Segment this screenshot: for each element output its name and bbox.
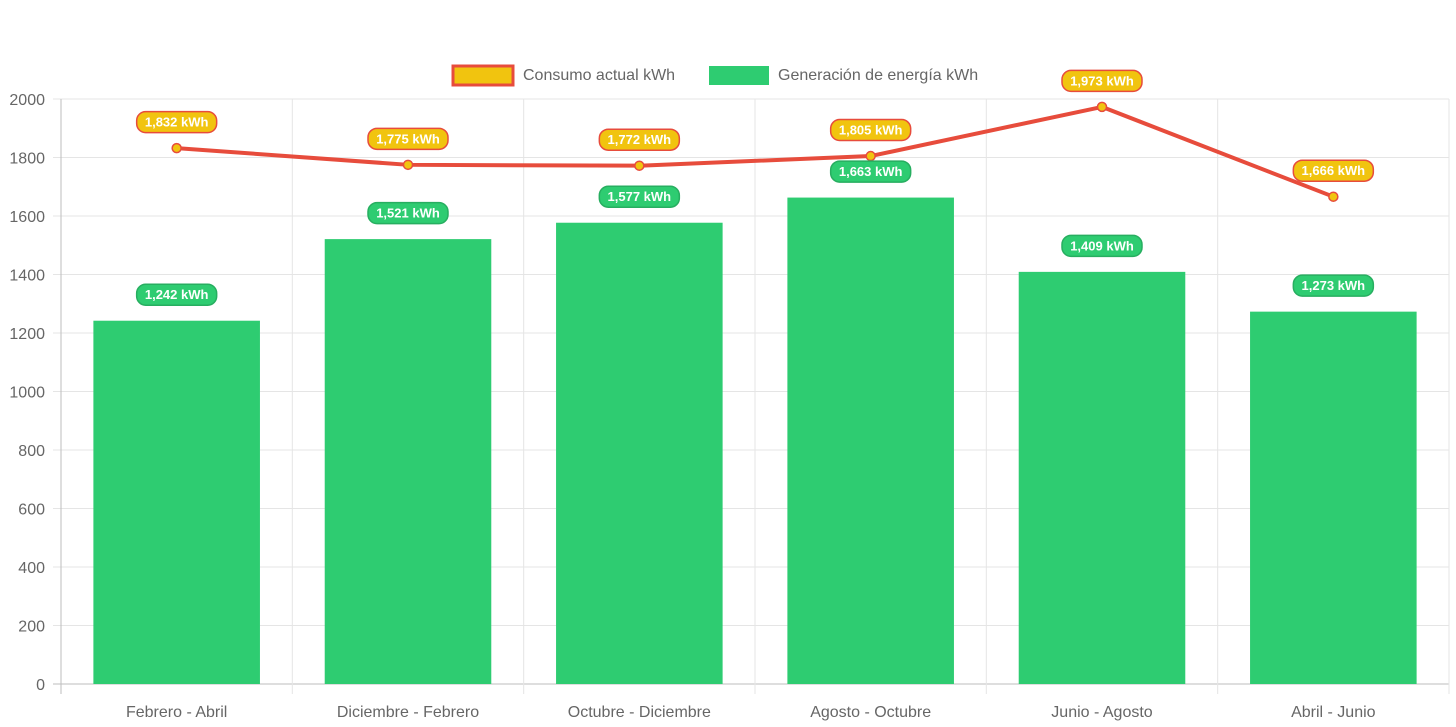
bar-value-label-bg [1061,234,1143,258]
line-point[interactable] [402,159,414,171]
x-tick-label: Diciembre - Febrero [337,704,479,721]
bar-value-label-text: 1,242 kWh [145,287,209,302]
bar-series [93,197,1417,685]
series-line [176,104,1335,199]
bar-value-label-text: 1,663 kWh [839,164,903,179]
line-value-label-text: 1,772 kWh [608,132,672,147]
bar-value-label: 1,242 kWh [135,283,218,306]
y-tick-label: 1600 [9,209,45,226]
line-value-label: 1,772 kWh [598,128,681,151]
line-point[interactable] [1096,101,1108,113]
line-value-label-text: 1,666 kWh [1302,163,1366,178]
x-axis-ticks: Febrero - Abril Diciembre - Febrero Octubr… [126,704,1376,721]
bar[interactable] [93,320,260,684]
line-value-label-text: 1,805 kWh [839,123,903,138]
legend: Consumo actual kWh Generación de energía… [451,64,978,87]
x-tick-label: Febrero - Abril [126,704,227,721]
line-value-label: 1,666 kWh [1292,159,1375,182]
bar[interactable] [324,239,492,685]
line-point[interactable] [865,150,876,162]
bar[interactable] [556,222,723,685]
bar-value-label-bg [1292,274,1375,297]
y-tick-label: 2000 [9,92,45,109]
x-tick-label: Abril - Junio [1291,704,1376,721]
line-point[interactable] [634,160,645,171]
line-value-label-bg [829,118,912,142]
bar-value-label-bg [829,160,912,183]
bar[interactable] [1250,311,1417,684]
bar-value-label-text: 1,409 kWh [1070,238,1134,253]
bar-value-label: 1,577 kWh [598,185,681,208]
line-value-label: 1,775 kWh [367,127,449,151]
y-tick-label: 1800 [9,151,45,168]
bar[interactable] [1018,271,1186,684]
line-value-label-bg [1061,69,1143,93]
bar-value-label-text: 1,577 kWh [608,189,672,204]
bar-value-label: 1,273 kWh [1292,274,1375,297]
y-tick-label: 200 [18,619,45,636]
line-point[interactable] [171,142,182,154]
data-labels: 1,242 kWh 1,521 kWh 1,577 kWh 1,663 kWh 1,40… [135,69,1375,306]
y-tick-label: 1400 [9,268,45,285]
y-tick-label: 0 [36,677,45,694]
bar-value-label: 1,409 kWh [1061,234,1143,258]
line-value-label-text: 1,973 kWh [1070,73,1134,88]
bar[interactable] [787,197,954,684]
line-value-label-bg [367,127,449,151]
legend-swatch-consumo[interactable] [451,64,515,87]
legend-label-generacion[interactable]: Generación de energía kWh [778,67,978,84]
bar-value-label-text: 1,521 kWh [376,206,440,221]
bar-value-label: 1,521 kWh [367,201,449,225]
line-value-label: 1,973 kWh [1061,69,1143,93]
line-value-label-bg [598,128,681,151]
x-tick-label: Agosto - Octubre [810,704,931,721]
bar-value-label-text: 1,273 kWh [1302,278,1366,293]
legend-label-consumo[interactable]: Consumo actual kWh [523,67,675,84]
line-series [171,101,1339,202]
y-tick-label: 400 [18,560,45,577]
line-value-label: 1,832 kWh [135,110,218,134]
x-tick-label: Junio - Agosto [1051,704,1153,721]
bar-value-label-bg [367,201,449,225]
line-value-label-bg [1292,159,1375,182]
line-point[interactable] [1328,191,1339,202]
bar-value-label: 1,663 kWh [829,160,912,183]
y-tick-label: 1200 [9,326,45,343]
line-value-label: 1,805 kWh [829,118,912,142]
line-value-label-bg [135,110,218,134]
x-tick-label: Octubre - Diciembre [568,704,711,721]
line-value-label-text: 1,832 kWh [145,115,209,130]
line-value-label-text: 1,775 kWh [376,131,440,146]
y-tick-label: 800 [18,443,45,460]
bar-value-label-bg [598,185,681,208]
y-tick-label: 600 [18,502,45,519]
grid [53,98,1450,694]
bar-value-label-bg [135,283,218,306]
legend-swatch-generacion[interactable] [709,66,769,85]
y-tick-label: 1000 [9,385,45,402]
y-axis-ticks: 0 200 400 600 800 1000 1200 1400 1600 1800 2000 [9,92,45,694]
